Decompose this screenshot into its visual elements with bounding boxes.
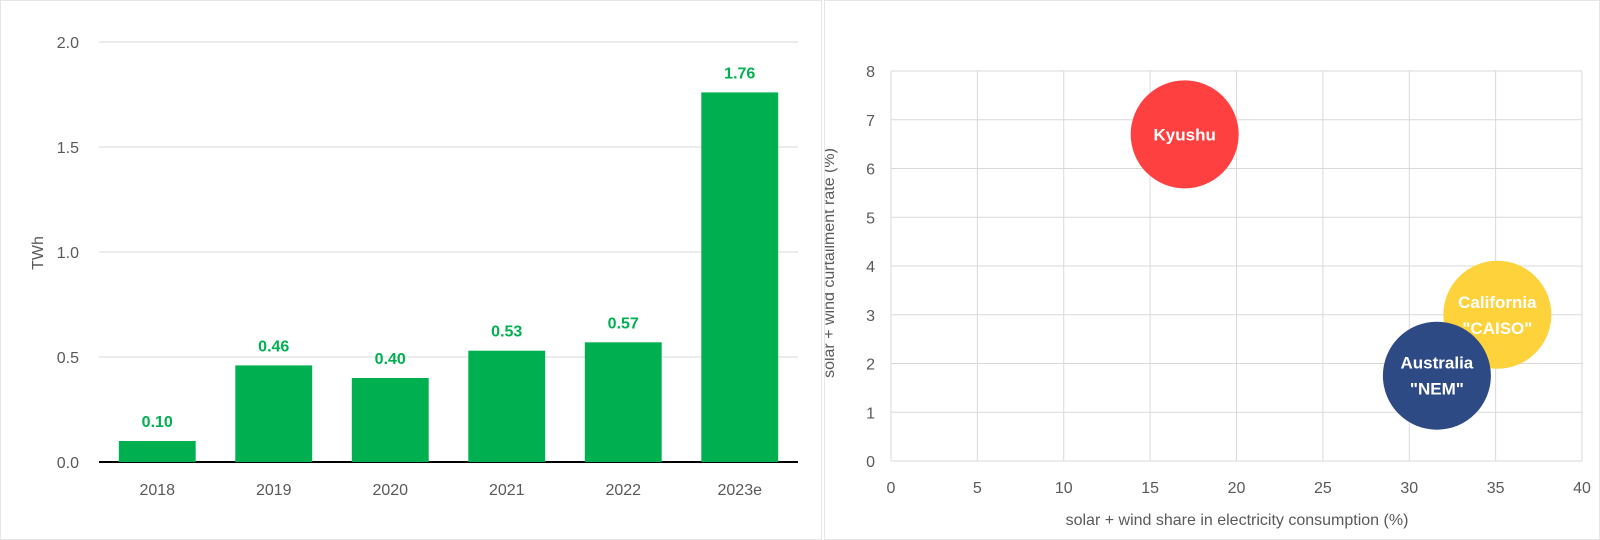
bar-x-tick-label: 2019 (256, 482, 292, 499)
bar-y-tick-label: 2.0 (57, 35, 79, 52)
bubble-series: Kyushu California "CAISO" Australia "NEM" (1130, 80, 1552, 430)
bubble-y-tick-label: 7 (866, 113, 875, 130)
bubble-y-tick-label: 8 (866, 64, 875, 81)
bubble-y-tick-label: 0 (866, 454, 875, 471)
bubble-label: Australia (1401, 354, 1474, 373)
bar-data-label: 0.53 (491, 324, 522, 341)
bubble-y-tick-label: 3 (866, 308, 875, 325)
bubble-label: "NEM" (1410, 380, 1464, 399)
bar-2018 (118, 441, 196, 462)
bubble-x-tick-label: 40 (1573, 480, 1591, 497)
bubble-point (1382, 321, 1491, 430)
bubble-y-tick-label: 2 (866, 357, 875, 374)
bubble-x-tick-label: 5 (973, 480, 982, 497)
bar-2022 (584, 342, 662, 462)
bubble-chart: 0 5 10 15 20 25 30 35 40 0 1 2 3 4 5 6 7 8 Kyushu Californ… (825, 64, 1591, 529)
bar-y-tick-label: 1.0 (57, 245, 79, 262)
bubble-point (1130, 80, 1239, 189)
bar-chart-panel: 0.0 0.5 1.0 1.5 2.0 2018 2019 2020 2021 2022 2023e… (0, 0, 822, 540)
bar-y-tick-label: 0.5 (57, 350, 79, 367)
bar-y-tick-label: 0.0 (57, 455, 79, 472)
bar-data-label: 0.57 (608, 315, 639, 332)
bubble-x-tick-label: 0 (887, 480, 896, 497)
bar-series (118, 92, 779, 463)
bar-y-axis-title: TWh (30, 236, 47, 270)
bubble-x-tick-label: 10 (1055, 480, 1073, 497)
bar-data-label: 0.10 (142, 414, 173, 431)
bubble-y-tick-label: 6 (866, 162, 875, 179)
bar-chart: 0.0 0.5 1.0 1.5 2.0 2018 2019 2020 2021 2022 2023e… (30, 35, 798, 499)
bubble-y-tick-label: 1 (866, 405, 875, 422)
bar-2019 (235, 365, 313, 462)
bubble-label: Kyushu (1154, 125, 1216, 144)
bubble-x-tick-label: 25 (1314, 480, 1332, 497)
bar-gridlines (99, 41, 798, 463)
bubble-x-tick-label: 35 (1487, 480, 1505, 497)
bar-y-tick-label: 1.5 (57, 140, 79, 157)
bar-data-label: 1.76 (724, 65, 755, 82)
bar-2020 (351, 378, 429, 462)
bubble-x-tick-label: 15 (1141, 480, 1159, 497)
bar-x-tick-label: 2018 (139, 482, 175, 499)
bar-2021 (468, 350, 546, 462)
bubble-label: "CAISO" (1462, 319, 1532, 338)
bar-data-labels: 0.10 0.46 0.40 0.53 0.57 1.76 (142, 65, 756, 431)
bubble-y-tick-label: 4 (866, 259, 875, 276)
bar-x-tick-label: 2023e (718, 482, 763, 499)
bubble-chart-panel: 0 5 10 15 20 25 30 35 40 0 1 2 3 4 5 6 7 8 Kyushu Californ… (824, 0, 1600, 540)
bar-axis-ticks: 0.0 0.5 1.0 1.5 2.0 2018 2019 2020 2021 2022 2023e (57, 35, 762, 499)
bubble-label: California (1458, 293, 1537, 312)
bar-data-label: 0.40 (375, 351, 406, 368)
bubble-y-axis-title: solar + wind curtailment rate (%) (825, 148, 838, 378)
bubble-axis-ticks: 0 5 10 15 20 25 30 35 40 0 1 2 3 4 5 6 7 8 (866, 64, 1591, 497)
bar-x-tick-label: 2021 (489, 482, 525, 499)
bubble-x-tick-label: 20 (1228, 480, 1246, 497)
bubble-x-tick-label: 30 (1400, 480, 1418, 497)
bubble-x-axis-title: solar + wind share in electricity consum… (1066, 512, 1409, 529)
bar-2023e (701, 92, 779, 463)
bubble-y-tick-label: 5 (866, 210, 875, 227)
bar-x-tick-label: 2022 (605, 482, 641, 499)
bar-x-tick-label: 2020 (372, 482, 408, 499)
bar-data-label: 0.46 (258, 338, 289, 355)
